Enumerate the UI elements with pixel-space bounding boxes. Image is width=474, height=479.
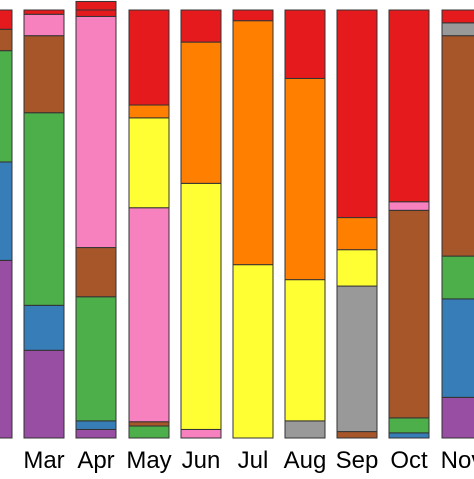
bar-segment-feb-2	[0, 50, 13, 163]
bar-segment-mar-0	[23, 349, 65, 439]
bar-segment-nov-3	[441, 35, 474, 257]
bar-segment-feb-8	[0, 9, 13, 30]
x-tick-label-nov: Nov	[441, 447, 474, 474]
bar-segment-jul-7	[232, 20, 274, 266]
bar-segment-oct-5	[388, 201, 430, 211]
bar-outline-apr	[75, 9, 117, 439]
bar-segment-mar-5	[23, 13, 65, 37]
x-tick-label-jun: Jun	[182, 447, 221, 474]
bar-segment-may-2	[128, 425, 170, 439]
bar-segment-apr-2	[75, 296, 117, 422]
bar-segment-may-3	[128, 421, 170, 427]
x-tick-labels: bMarAprMayJunJulAugSepOctNov	[23, 447, 474, 474]
bar-segment-feb-0	[0, 259, 13, 439]
bar-outline-jul	[232, 9, 274, 439]
bar-outline-mar	[23, 9, 65, 439]
bar-segment-apr-5	[75, 15, 117, 249]
bar-segment-may-5	[128, 207, 170, 423]
bar-segment-may-6	[128, 117, 170, 209]
bar-outline-jun	[180, 9, 222, 439]
bar-segment-jun-7	[180, 41, 222, 184]
bar-segment-sep-6	[336, 249, 378, 287]
bar-segment-may-8	[128, 9, 170, 106]
bar-segment-mar-3	[23, 35, 65, 114]
bar-segment-nov-0	[441, 396, 474, 439]
bar-segment-nov-2	[441, 255, 474, 300]
bar-segment-apr-1	[75, 420, 117, 430]
bar-segment-sep-3	[336, 431, 378, 439]
bar-segment-jul-8	[232, 9, 274, 22]
x-tick-label-jul: Jul	[238, 447, 269, 474]
bar-segment-nov-8	[441, 9, 474, 24]
bar-segment-apr-3	[75, 247, 117, 298]
x-tick-label-aug: Aug	[284, 447, 327, 474]
bar-segment-jun-6	[180, 182, 222, 430]
bar-segment-aug-6	[284, 279, 326, 422]
bar-segment-mar-8	[23, 9, 65, 15]
bar-outline-feb	[0, 9, 13, 439]
x-tick-label-sep: Sep	[336, 447, 379, 474]
bar-segment-feb-3	[0, 28, 13, 52]
bar-segment-may-7	[128, 104, 170, 119]
bar-segment-nov-1	[441, 298, 474, 398]
bar-outline-oct	[388, 9, 430, 439]
bar-segment-mar-1	[23, 304, 65, 351]
bars-layer	[0, 0, 474, 439]
bar-segment-jun-8	[180, 9, 222, 43]
bar-segment-jul-6	[232, 264, 274, 439]
bar-segment-oct-3	[388, 209, 430, 419]
bar-outline-nov	[441, 9, 474, 439]
bar-outline-may	[128, 9, 170, 439]
bar-segment-sep-8	[336, 9, 378, 219]
bar-segment-apr-8	[75, 0, 117, 17]
x-tick-label-may: May	[126, 447, 171, 474]
bar-outline-sep	[336, 9, 378, 439]
bar-segment-aug-8	[284, 9, 326, 79]
x-tick-label-mar: Mar	[23, 447, 64, 474]
bar-segment-apr-0	[75, 428, 117, 439]
x-tick-label-oct: Oct	[390, 447, 428, 474]
bar-segment-sep-4	[336, 285, 378, 433]
bar-segment-oct-2	[388, 417, 430, 434]
bar-segment-jun-5	[180, 428, 222, 439]
bar-segment-aug-7	[284, 77, 326, 281]
bar-segment-oct-8	[388, 9, 430, 203]
bar-segment-feb-1	[0, 161, 13, 261]
bar-segment-oct-1	[388, 432, 430, 439]
bar-segment-aug-4	[284, 420, 326, 439]
bar-segment-sep-7	[336, 217, 378, 251]
x-tick-label-apr: Apr	[77, 447, 114, 474]
bar-segment-nov-4	[441, 22, 474, 37]
bar-segment-mar-2	[23, 112, 65, 306]
bar-outline-aug	[284, 9, 326, 439]
